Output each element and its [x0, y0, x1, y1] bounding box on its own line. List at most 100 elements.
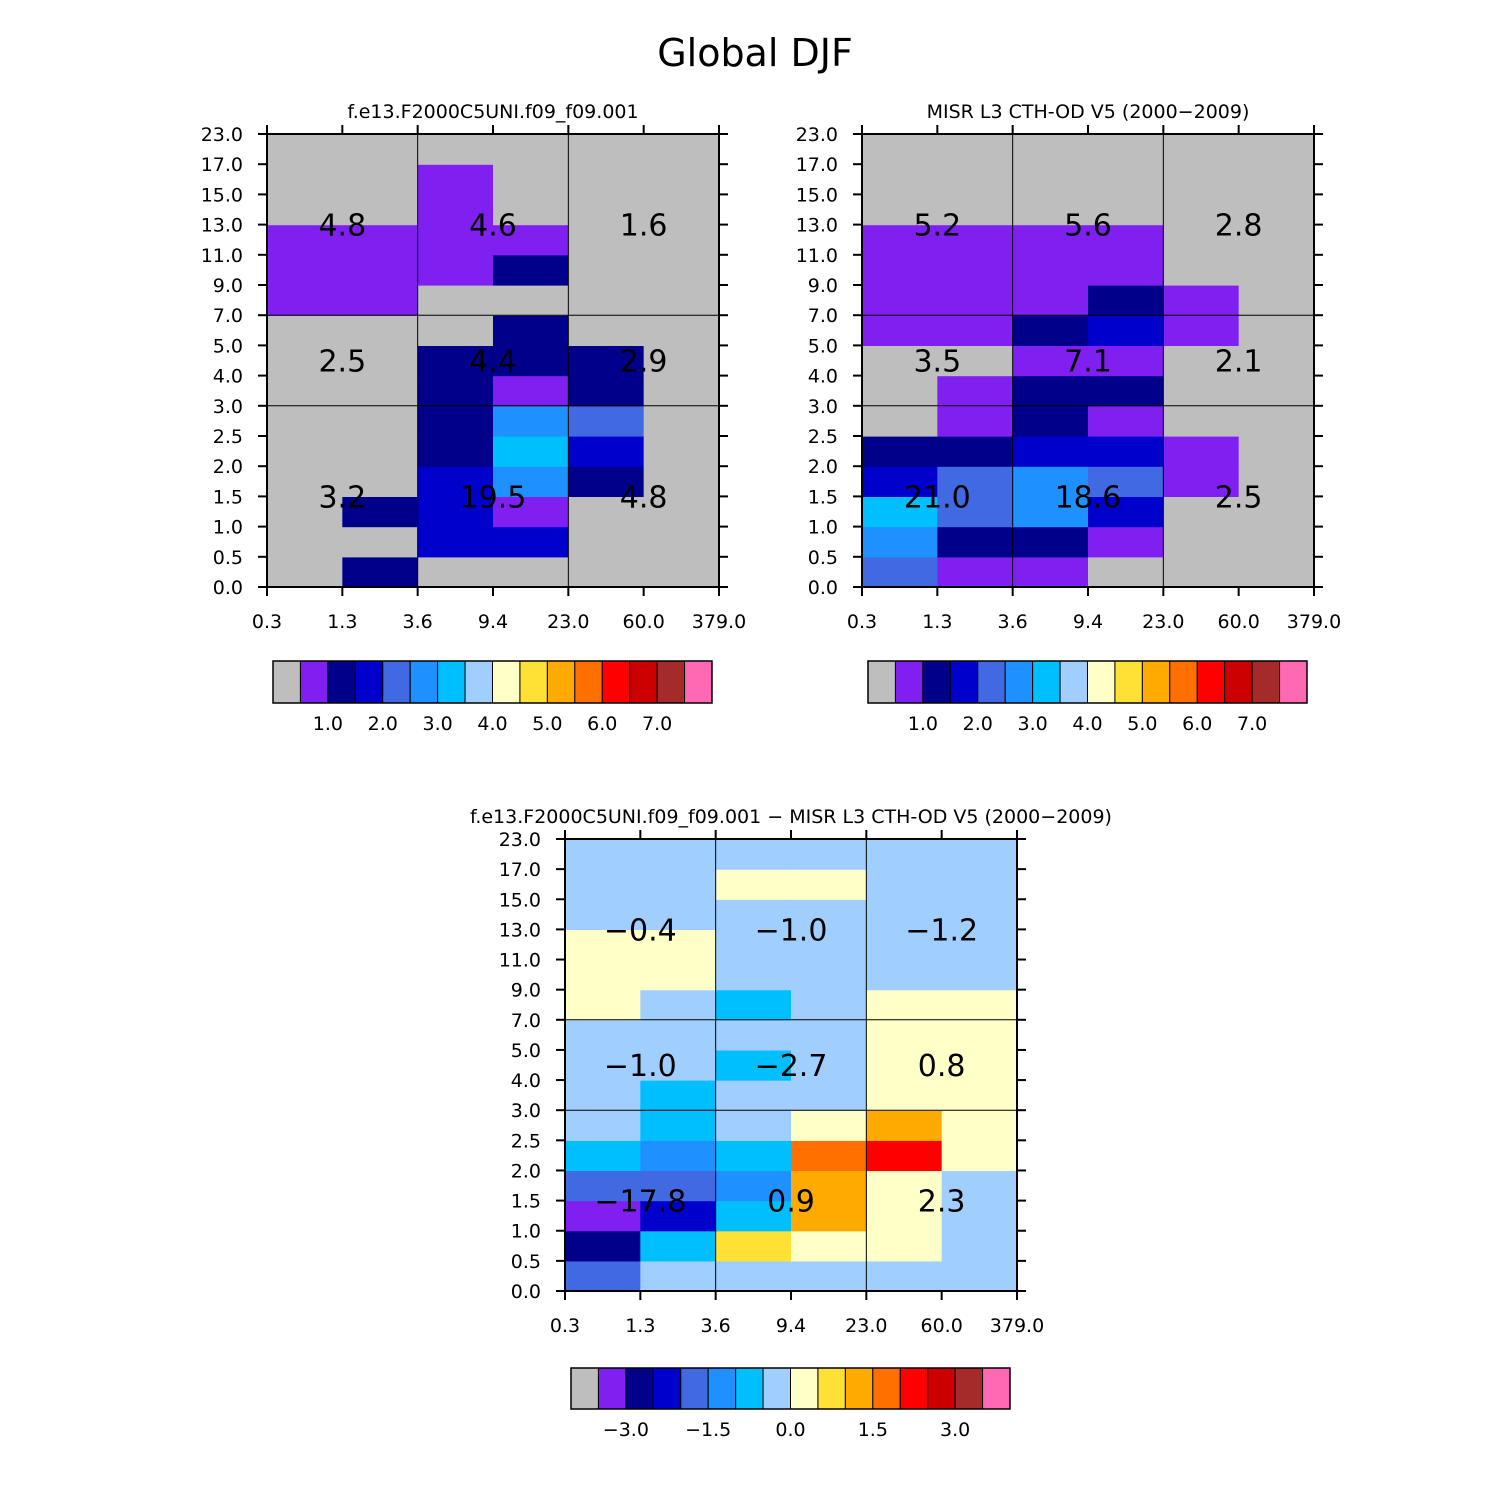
heatmap-cell	[640, 1260, 717, 1292]
heatmap-cell	[565, 1080, 641, 1111]
heatmap-cell	[417, 224, 494, 256]
heatmap-cell	[862, 164, 938, 195]
group-sum-label: 3.2	[318, 480, 366, 515]
heatmap-cell	[267, 405, 343, 437]
heatmap-cell	[565, 1049, 641, 1081]
colorbar-label: 1.5	[858, 1419, 888, 1441]
heatmap-cell	[941, 1019, 1018, 1051]
heatmap-cell	[715, 1019, 792, 1051]
y-tick-label: 0.5	[213, 547, 243, 569]
heatmap-cell	[342, 345, 419, 377]
heatmap-cell	[862, 496, 938, 528]
colorbar-box	[1032, 660, 1061, 704]
heatmap-cell	[862, 466, 938, 497]
heatmap-cell	[866, 929, 943, 961]
y-tick-label: 11.0	[499, 950, 541, 972]
colorbar-box	[762, 1367, 791, 1410]
heatmap-cell	[1012, 345, 1089, 377]
colorbar-box	[409, 660, 439, 704]
heatmap-cell	[941, 1049, 1018, 1081]
heatmap-cell	[1163, 496, 1240, 528]
group-sum-label: 2.8	[1215, 209, 1263, 244]
heatmap-cell	[342, 194, 419, 226]
heatmap-cell	[941, 1110, 1018, 1141]
heatmap-cell	[937, 164, 1014, 195]
colorbar-label: 6.0	[1182, 713, 1212, 735]
heatmap-cell	[866, 1200, 943, 1232]
y-tick-label: 0.0	[511, 1281, 541, 1303]
heatmap-cell	[715, 1080, 792, 1111]
heatmap-cell	[342, 466, 419, 497]
heatmap-cell	[640, 869, 717, 900]
heatmap-cell	[791, 929, 867, 961]
heatmap-cell	[565, 1110, 641, 1141]
group-sum-label: 4.6	[469, 209, 517, 244]
heatmap-cell	[565, 1170, 641, 1202]
colorbar-box	[867, 660, 896, 704]
colorbar-box	[570, 1367, 599, 1410]
colorbar-label: 5.0	[1127, 713, 1157, 735]
heatmap-cell	[715, 929, 792, 961]
heatmap-cell	[342, 254, 419, 286]
heatmap-cell	[417, 285, 494, 316]
heatmap-cell	[568, 134, 645, 165]
x-tick-label: 3.6	[403, 611, 433, 633]
heatmap-cell	[1238, 436, 1315, 467]
heatmap-cell	[791, 899, 867, 930]
heatmap-cell	[565, 1140, 641, 1172]
colorbar-box	[1196, 660, 1226, 704]
heatmap-cell	[1012, 134, 1089, 165]
heatmap-cell	[643, 164, 720, 195]
heatmap-cell	[866, 1170, 943, 1202]
heatmap-cell	[643, 315, 720, 346]
group-sum-label: −1.0	[755, 913, 828, 948]
heatmap-cell	[1238, 315, 1315, 346]
y-tick-label: 23.0	[796, 124, 838, 146]
colorbar-box	[327, 660, 356, 704]
colorbar-box	[382, 660, 411, 704]
heatmap-cell	[342, 164, 419, 195]
y-tick-label: 3.0	[808, 396, 838, 418]
heatmap-cell	[715, 1260, 792, 1292]
colorbar-box	[1141, 660, 1171, 704]
group-sum-label: −0.4	[604, 913, 677, 948]
heatmap-cell	[866, 1049, 943, 1081]
y-tick-label: 2.5	[213, 426, 243, 448]
heatmap-cell	[568, 375, 645, 407]
y-tick-label: 23.0	[201, 124, 243, 146]
heatmap-cell	[866, 899, 943, 930]
heatmap-cell	[1012, 496, 1089, 528]
heatmap-cell	[862, 526, 938, 558]
group-sum-label: 2.5	[1215, 480, 1263, 515]
heatmap-cell	[568, 526, 645, 558]
heatmap-cell	[417, 134, 494, 165]
heatmap-cell	[941, 1260, 1018, 1292]
y-tick-label: 7.0	[213, 305, 243, 327]
y-tick-label: 7.0	[808, 305, 838, 327]
heatmap-cell	[1012, 164, 1089, 195]
heatmap-cell	[715, 1200, 792, 1232]
heatmap-cell	[937, 194, 1014, 226]
x-tick-label: 0.3	[550, 1315, 580, 1337]
heatmap-cell	[937, 224, 1014, 256]
heatmap-cell	[417, 194, 494, 226]
heatmap-cell	[643, 375, 720, 407]
heatmap-cell	[267, 526, 343, 558]
heatmap-cell	[643, 436, 720, 467]
heatmap-cell	[342, 496, 419, 528]
y-tick-label: 7.0	[511, 1010, 541, 1032]
heatmap-cell	[1012, 466, 1089, 497]
heatmap-cell	[1088, 436, 1164, 467]
heatmap-cell	[640, 989, 717, 1021]
heatmap-cell	[640, 1140, 717, 1172]
heatmap-cell	[866, 839, 943, 870]
heatmap-cell	[791, 839, 867, 870]
heatmap-cell	[1088, 254, 1164, 286]
colorbar-box	[546, 660, 576, 704]
heatmap-cell	[937, 436, 1014, 467]
heatmap-cell	[1088, 526, 1164, 558]
heatmap-cell	[267, 254, 343, 286]
heatmap-cell	[267, 466, 343, 497]
heatmap-cell	[493, 496, 569, 528]
colorbar-label: 3.0	[423, 713, 453, 735]
